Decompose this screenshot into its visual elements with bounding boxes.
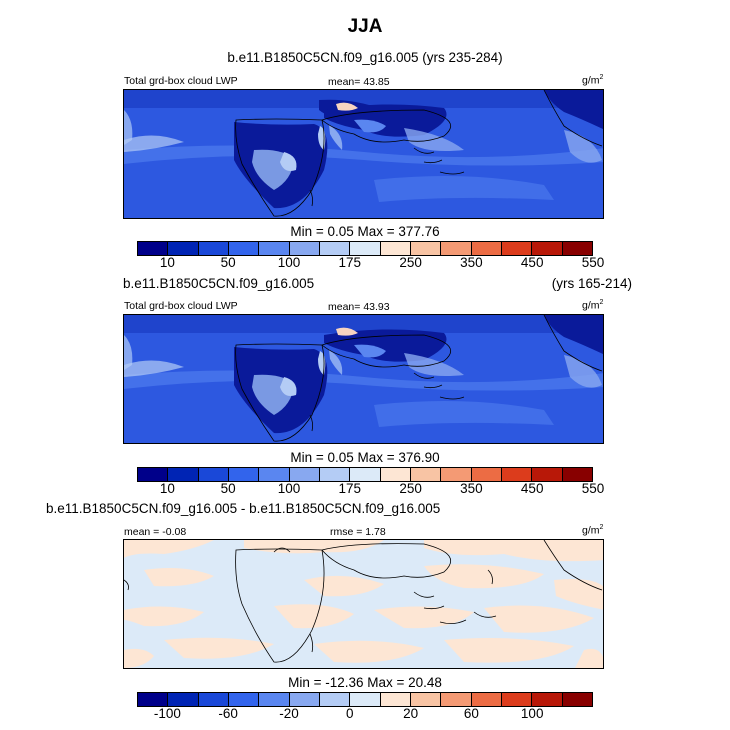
colorbar-tick-label: 550	[581, 255, 605, 270]
panel1-case-label: b.e11.B1850C5CN.f09_g16.005 (yrs 235-284…	[227, 50, 503, 65]
panel1-minmax: Min = 0.05 Max = 377.76	[290, 224, 440, 239]
colorbar-swatch	[532, 693, 563, 706]
colorbar-swatch	[168, 468, 199, 481]
colorbar-tick-label: 20	[403, 706, 419, 721]
panel3-mean-label: mean = -0.08	[124, 526, 187, 538]
colorbar-swatch	[228, 468, 260, 481]
colorbar-tick-label: -60	[218, 706, 238, 721]
colorbar-swatch	[380, 468, 411, 481]
colorbar-swatch	[441, 693, 472, 706]
colorbar-swatch	[259, 693, 290, 706]
colorbar-tick-label: 10	[159, 481, 175, 496]
colorbar-swatch	[198, 693, 229, 706]
colorbar-tick-label: 250	[399, 481, 422, 496]
panel2-colorbar	[137, 467, 593, 482]
colorbar-swatch	[198, 242, 229, 255]
colorbar-tick-label: 60	[463, 706, 479, 721]
colorbar-swatch	[319, 242, 351, 255]
panel2-minmax: Min = 0.05 Max = 376.90	[290, 450, 440, 465]
panel3-case-label: b.e11.B1850C5CN.f09_g16.005 - b.e11.B185…	[46, 501, 441, 516]
colorbar-swatch	[410, 468, 442, 481]
colorbar-swatch	[441, 468, 472, 481]
colorbar-tick-label: 450	[520, 481, 544, 496]
colorbar-tick-label: 175	[338, 481, 362, 496]
panel2-variable-label: Total grd-box cloud LWP	[124, 300, 238, 312]
colorbar-swatch	[380, 693, 411, 706]
panel1-mean-label: mean= 43.85	[328, 76, 390, 88]
colorbar-swatch	[471, 242, 502, 255]
colorbar-tick-label: -100	[153, 706, 181, 721]
colorbar-tick-label: 450	[520, 255, 544, 270]
colorbar-swatch	[471, 468, 502, 481]
colorbar-tick-label: 50	[220, 255, 236, 270]
panel3-rmse-label: rmse = 1.78	[330, 526, 386, 538]
colorbar-swatch	[138, 468, 169, 481]
colorbar-swatch	[410, 242, 442, 255]
colorbar-tick-label: 350	[460, 481, 483, 496]
colorbar-swatch	[198, 468, 229, 481]
panel1-units: g/m2	[582, 74, 604, 87]
colorbar-tick-label: -20	[279, 706, 299, 721]
colorbar-tick-label: 50	[220, 481, 236, 496]
colorbar-tick-label: 10	[159, 255, 175, 270]
panel1-colorbar	[137, 241, 593, 256]
panel2-case-label: b.e11.B1850C5CN.f09_g16.005	[123, 276, 315, 291]
panel2-mean-label: mean= 43.93	[328, 301, 390, 313]
colorbar-swatch	[289, 242, 320, 255]
panel3-map	[123, 539, 604, 669]
colorbar-swatch	[350, 242, 381, 255]
panel3-colorbar	[137, 692, 593, 707]
colorbar-swatch	[380, 242, 411, 255]
colorbar-tick-label: 0	[346, 706, 354, 721]
colorbar-swatch	[532, 468, 563, 481]
colorbar-tick-label: 550	[581, 481, 605, 496]
colorbar-swatch	[471, 693, 502, 706]
figure-title: JJA	[347, 16, 383, 37]
colorbar-swatch	[562, 468, 592, 481]
colorbar-tick-label: 250	[399, 255, 422, 270]
colorbar-swatch	[289, 468, 320, 481]
colorbar-swatch	[410, 693, 442, 706]
colorbar-swatch	[228, 693, 260, 706]
colorbar-swatch	[259, 468, 290, 481]
colorbar-swatch	[350, 468, 381, 481]
panel3-minmax: Min = -12.36 Max = 20.48	[288, 675, 442, 690]
colorbar-swatch	[350, 693, 381, 706]
colorbar-swatch	[501, 468, 533, 481]
colorbar-tick-label: 350	[460, 255, 483, 270]
panel2-map-field	[124, 315, 603, 443]
colorbar-tick-label: 100	[520, 706, 544, 721]
colorbar-swatch	[562, 242, 592, 255]
colorbar-swatch	[228, 242, 260, 255]
colorbar-swatch	[138, 242, 169, 255]
panel1-variable-label: Total grd-box cloud LWP	[124, 75, 238, 87]
colorbar-swatch	[501, 693, 533, 706]
colorbar-swatch	[441, 242, 472, 255]
colorbar-swatch	[168, 242, 199, 255]
panel2-units: g/m2	[582, 299, 604, 312]
panel3-units: g/m2	[582, 524, 604, 537]
colorbar-tick-label: 100	[277, 255, 301, 270]
colorbar-swatch	[562, 693, 592, 706]
colorbar-swatch	[138, 693, 169, 706]
colorbar-swatch	[532, 242, 563, 255]
colorbar-swatch	[168, 693, 199, 706]
colorbar-swatch	[289, 693, 320, 706]
colorbar-swatch	[501, 242, 533, 255]
colorbar-tick-label: 100	[277, 481, 301, 496]
panel1-map	[123, 89, 604, 219]
colorbar-tick-label: 175	[338, 255, 362, 270]
panel1-map-field	[124, 90, 603, 218]
panel2-years-label: (yrs 165-214)	[551, 276, 632, 291]
colorbar-swatch	[259, 242, 290, 255]
colorbar-swatch	[319, 468, 351, 481]
panel2-map	[123, 314, 604, 444]
panel3-map-field	[124, 540, 603, 668]
colorbar-swatch	[319, 693, 351, 706]
